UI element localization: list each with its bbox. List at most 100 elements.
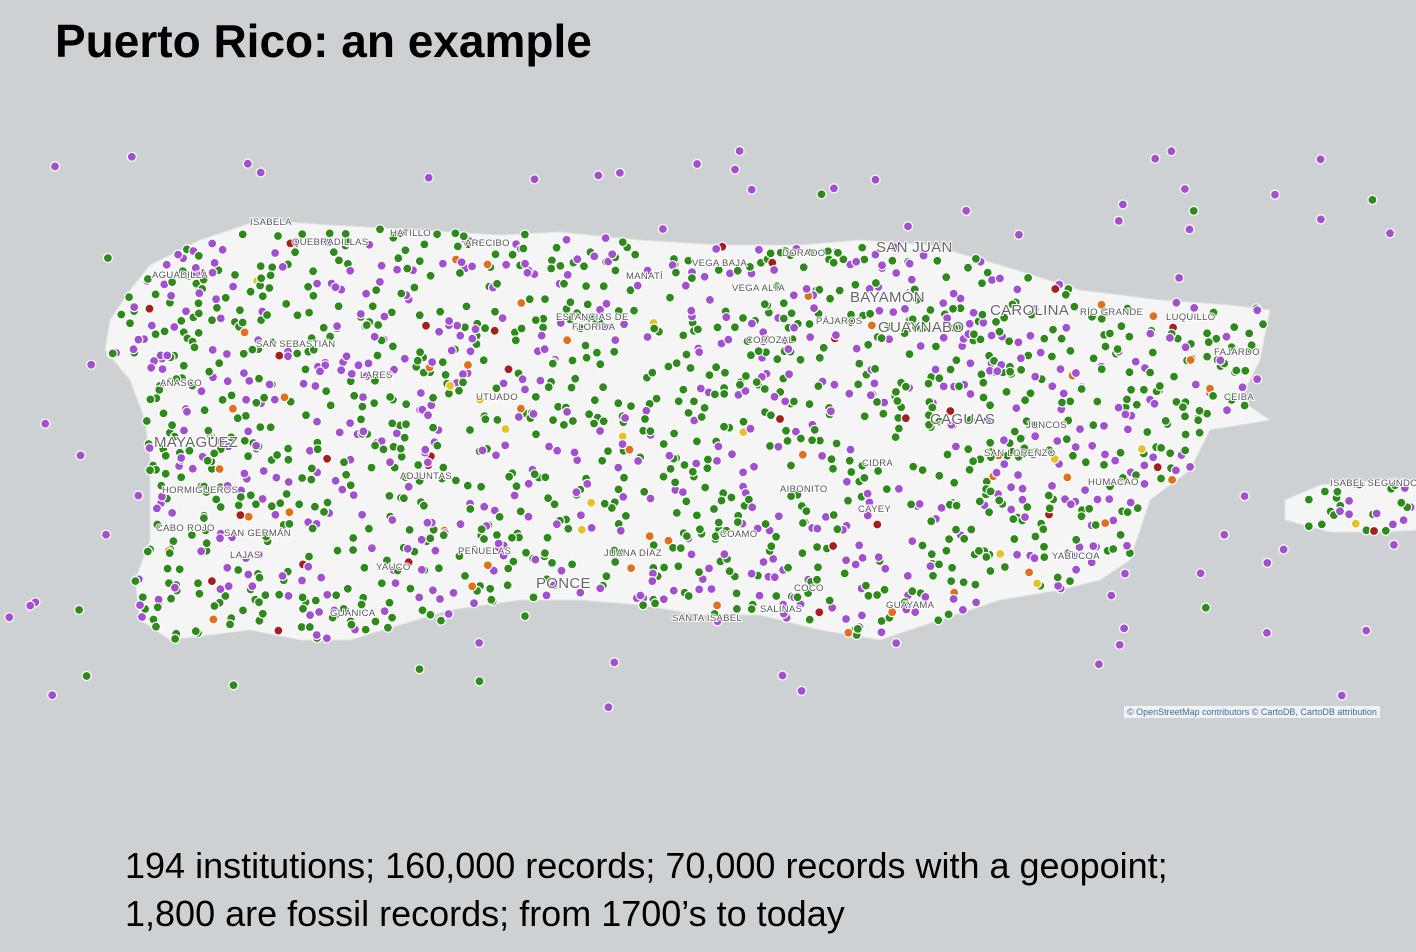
record-dot <box>664 292 676 303</box>
record-dot <box>642 265 653 276</box>
record-dot <box>366 543 377 554</box>
record-dot <box>392 565 403 576</box>
record-dot <box>613 398 624 409</box>
record-dot <box>345 265 356 276</box>
record-dot <box>1003 336 1015 347</box>
record-dot <box>613 462 624 473</box>
record-dot <box>194 288 205 299</box>
record-dot <box>470 324 481 335</box>
record-dot <box>200 525 211 536</box>
record-dot <box>791 243 802 254</box>
record-dot <box>1343 509 1355 520</box>
record-dot <box>474 676 485 687</box>
record-dot <box>719 388 730 399</box>
record-dot <box>782 562 794 573</box>
record-dot <box>75 450 86 461</box>
record-dot <box>308 266 319 277</box>
record-dot <box>235 491 246 503</box>
record-dot <box>492 414 503 425</box>
record-dot <box>686 305 697 316</box>
record-dot <box>321 633 332 644</box>
record-dot <box>300 364 311 375</box>
record-dot <box>413 459 424 471</box>
record-dot <box>116 309 127 320</box>
record-dot <box>160 468 171 479</box>
place-label: MANATÍ <box>626 271 663 282</box>
record-dot <box>297 472 308 484</box>
record-dot <box>691 510 703 521</box>
record-dot <box>615 525 626 536</box>
record-dot <box>307 523 318 534</box>
record-dot <box>169 431 180 442</box>
record-dot <box>401 399 412 410</box>
record-dot <box>1012 284 1023 295</box>
record-dot <box>1052 572 1063 583</box>
record-dot <box>693 566 705 578</box>
record-dot <box>477 445 488 456</box>
record-dot <box>740 385 751 397</box>
record-dot <box>724 566 735 577</box>
record-dot <box>156 480 167 491</box>
record-dot <box>227 403 238 414</box>
record-dot <box>1315 154 1326 165</box>
record-dot <box>702 463 713 474</box>
record-dot <box>978 377 989 388</box>
record-dot <box>360 624 371 635</box>
body-line: 1,800 are fossil records; from 1700’s to… <box>125 893 845 934</box>
record-dot <box>530 391 541 402</box>
record-dot <box>540 472 551 483</box>
record-dot <box>788 322 800 333</box>
record-dot <box>458 231 469 242</box>
record-dot <box>474 394 486 405</box>
place-label: PONCE <box>536 575 591 592</box>
record-dot <box>160 450 171 461</box>
record-dot <box>390 577 401 589</box>
record-dot <box>478 533 490 545</box>
record-dot <box>1008 513 1019 525</box>
record-dot <box>1070 367 1082 379</box>
record-dot <box>402 543 413 554</box>
place-label: HATILLO <box>390 228 431 239</box>
record-dot <box>941 545 952 556</box>
record-dot <box>1150 153 1161 164</box>
record-dot <box>1170 465 1182 476</box>
place-label: AÑASCO <box>160 378 202 389</box>
record-dot <box>890 432 901 443</box>
record-dot <box>1056 397 1068 408</box>
record-dot <box>816 189 827 200</box>
record-dot <box>435 306 446 317</box>
record-dot <box>515 403 527 414</box>
record-dot <box>387 341 398 352</box>
record-dot <box>501 259 512 270</box>
record-dot <box>151 503 162 514</box>
record-dot <box>433 563 444 574</box>
record-dot <box>1039 333 1050 344</box>
record-dot <box>890 386 902 397</box>
record-dot <box>555 260 566 271</box>
record-dot <box>624 444 635 455</box>
record-dot <box>711 600 723 611</box>
record-dot <box>166 290 177 301</box>
record-dot <box>976 278 988 289</box>
record-dot <box>524 294 535 305</box>
place-label: YABUCOA <box>1052 551 1100 562</box>
record-dot <box>632 455 644 467</box>
record-dot <box>906 274 917 285</box>
record-dot <box>731 603 743 615</box>
record-dot <box>220 590 231 602</box>
record-dot <box>1316 519 1327 530</box>
record-dot <box>1122 424 1134 435</box>
record-dot <box>1179 183 1191 195</box>
record-dot <box>450 475 461 486</box>
record-dot <box>965 414 976 425</box>
record-dot <box>734 145 745 157</box>
record-dot <box>255 167 266 178</box>
record-dot <box>1229 322 1240 333</box>
record-dot <box>274 350 285 361</box>
record-dot <box>502 580 513 591</box>
record-dot <box>927 402 938 413</box>
record-dot <box>414 256 425 267</box>
record-dot <box>332 545 343 556</box>
record-dot <box>198 512 209 524</box>
place-label: LAJAS <box>230 550 261 561</box>
